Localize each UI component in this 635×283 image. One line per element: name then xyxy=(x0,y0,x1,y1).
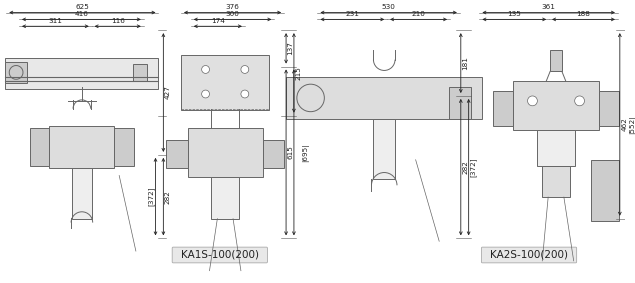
Circle shape xyxy=(202,66,210,73)
Text: 135: 135 xyxy=(507,11,521,17)
FancyBboxPatch shape xyxy=(481,247,577,263)
Circle shape xyxy=(575,96,584,106)
Text: 231: 231 xyxy=(345,11,359,17)
Bar xyxy=(286,77,483,119)
Bar xyxy=(72,168,91,219)
Text: 311: 311 xyxy=(48,18,62,24)
Text: 137: 137 xyxy=(288,41,293,55)
Bar xyxy=(30,128,50,166)
Bar xyxy=(550,50,562,71)
Bar xyxy=(262,140,284,168)
Text: 376: 376 xyxy=(225,4,239,10)
Bar xyxy=(211,177,239,219)
Text: |552|: |552| xyxy=(629,115,635,134)
Bar xyxy=(542,166,570,197)
Bar xyxy=(166,140,188,168)
Circle shape xyxy=(202,90,210,98)
Text: 300: 300 xyxy=(225,11,239,17)
Bar xyxy=(50,127,114,168)
Bar xyxy=(188,128,262,177)
Text: 625: 625 xyxy=(76,4,90,10)
Text: 188: 188 xyxy=(577,11,591,17)
Text: 210: 210 xyxy=(411,11,425,17)
Bar xyxy=(537,130,575,166)
Text: 215: 215 xyxy=(295,66,302,80)
Text: 282: 282 xyxy=(462,160,468,174)
Text: KA1S-100(200): KA1S-100(200) xyxy=(181,250,259,260)
Text: 530: 530 xyxy=(382,4,396,10)
Bar xyxy=(5,58,159,89)
Bar xyxy=(513,81,599,130)
Text: 416: 416 xyxy=(74,11,88,17)
Text: KA2S-100(200): KA2S-100(200) xyxy=(490,250,568,260)
FancyBboxPatch shape xyxy=(172,247,267,263)
Bar xyxy=(5,62,27,83)
Bar xyxy=(133,64,147,81)
Bar xyxy=(599,91,619,127)
Circle shape xyxy=(241,90,249,98)
Circle shape xyxy=(528,96,537,106)
Circle shape xyxy=(241,66,249,73)
Bar xyxy=(591,160,619,221)
Text: [372]: [372] xyxy=(470,157,477,177)
Bar xyxy=(114,128,134,166)
Text: 282: 282 xyxy=(165,190,171,203)
Text: 361: 361 xyxy=(542,4,556,10)
Text: 116: 116 xyxy=(110,18,124,24)
Text: |695|: |695| xyxy=(302,143,309,162)
Bar xyxy=(373,119,395,179)
Bar xyxy=(181,55,269,110)
Text: [372]: [372] xyxy=(148,187,154,206)
Text: 181: 181 xyxy=(462,56,468,70)
Text: 174: 174 xyxy=(211,18,225,24)
Text: 427: 427 xyxy=(165,85,171,99)
Bar xyxy=(493,91,513,127)
Text: 462: 462 xyxy=(621,117,627,131)
Text: 615: 615 xyxy=(288,145,293,159)
Bar xyxy=(449,87,471,119)
